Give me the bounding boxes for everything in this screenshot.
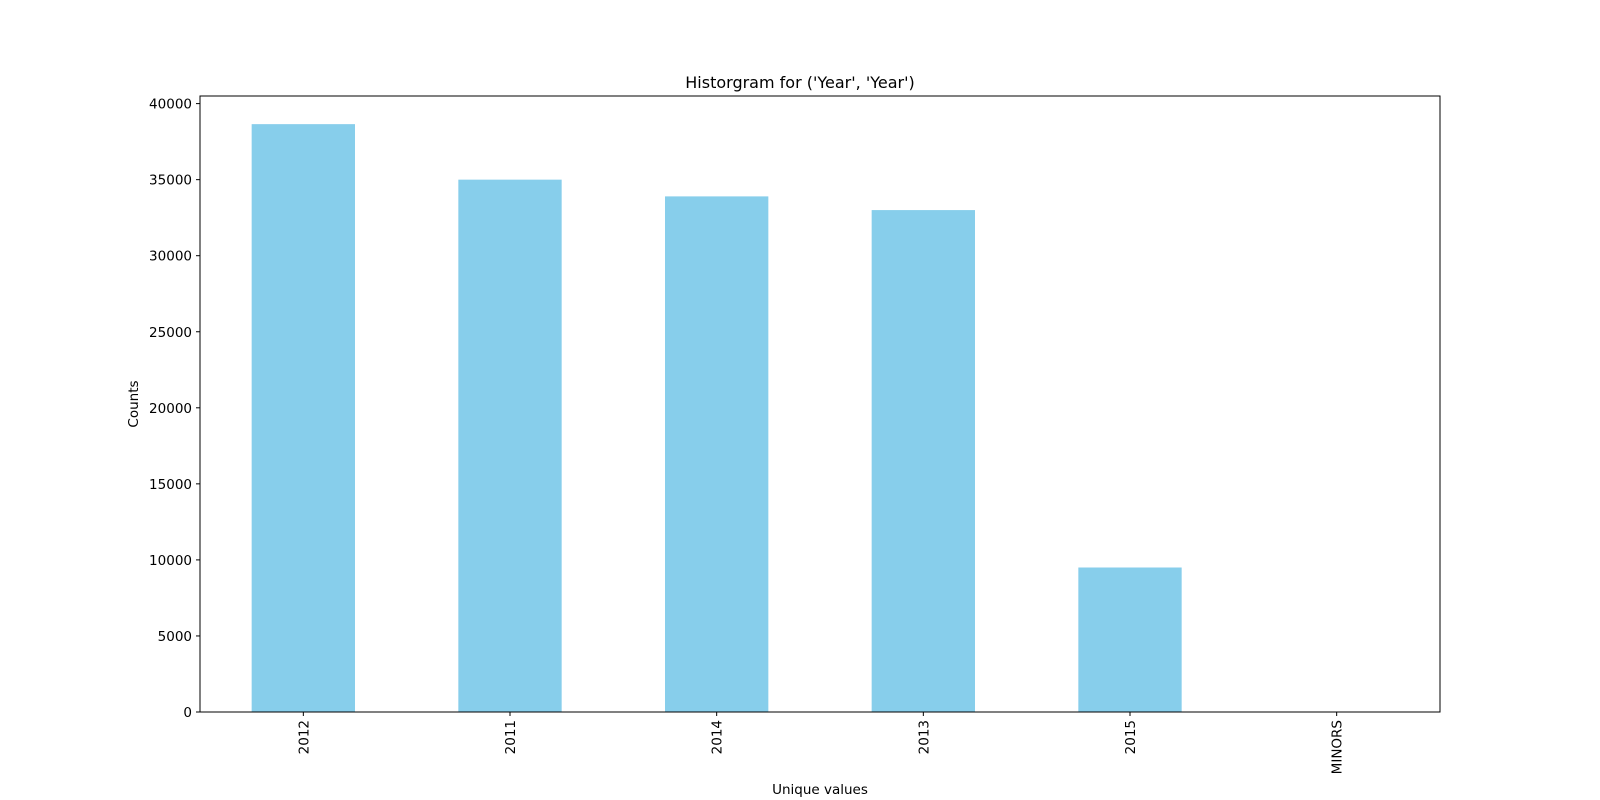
y-tick-label: 35000 [149,173,192,189]
bar-2013 [871,210,975,712]
x-axis-label: Unique values [772,782,868,798]
bar-2011 [458,179,562,713]
y-tick-label: 20000 [149,401,192,417]
y-tick-label: 25000 [149,325,192,341]
x-tick-label: 2013 [916,720,932,754]
bar-2012 [251,124,355,712]
x-tick-label: 2014 [710,720,726,754]
bar-2014 [665,196,769,712]
bar-2015 [1078,567,1182,712]
x-axis: 2012 2011 2014 2013 2015 MINORS [296,712,1346,774]
x-tick-label: MINORS [1330,720,1346,774]
y-tick-label: 10000 [149,553,192,569]
y-tick-label: 5000 [158,629,192,645]
x-tick-label: 2015 [1123,720,1139,754]
x-tick-label: 2012 [296,720,312,754]
y-tick-label: 15000 [149,477,192,493]
y-tick-label: 30000 [149,249,192,265]
bar-group [251,124,1182,713]
x-tick-label: 2011 [503,720,519,754]
y-tick-label: 0 [183,705,192,721]
chart-title: Historgram for ('Year', 'Year') [685,73,914,92]
y-axis: 0 5000 10000 15000 20000 25000 30000 35000 40000 [149,97,200,721]
plot-frame [199,95,1441,713]
y-axis-label: Counts [126,380,142,427]
y-tick-label: 40000 [149,97,192,113]
